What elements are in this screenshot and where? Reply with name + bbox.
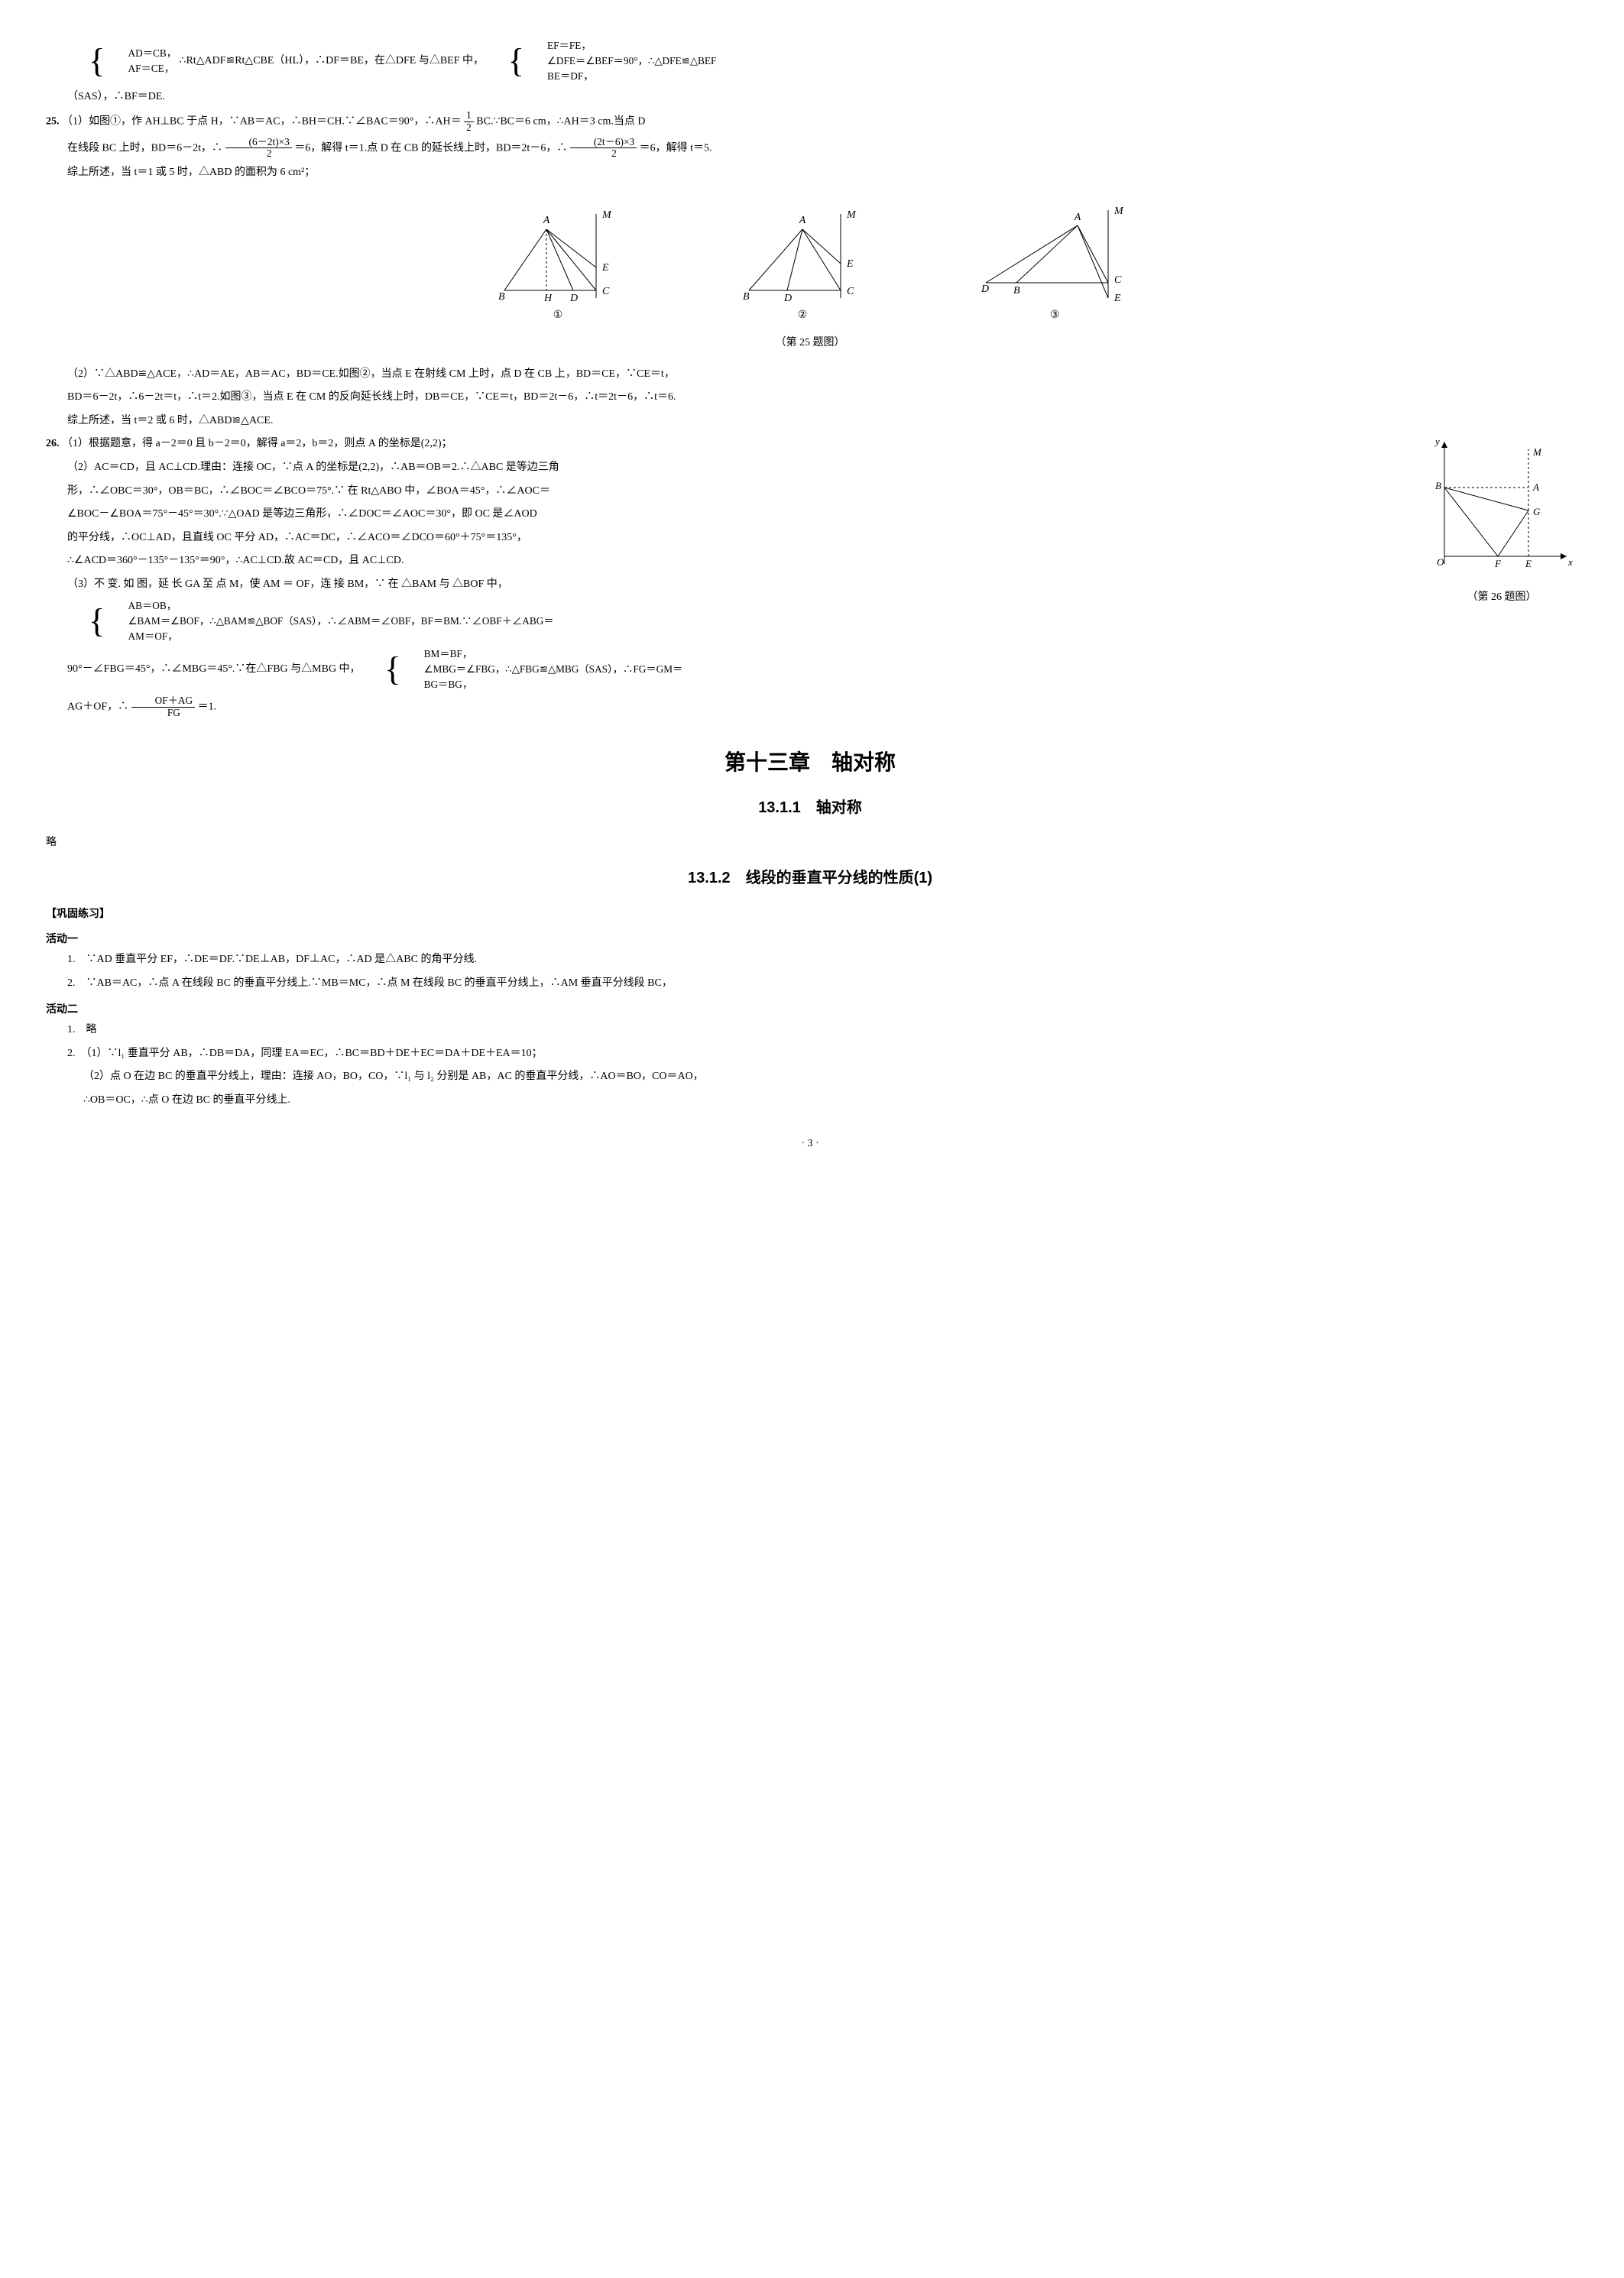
brace1-row2: AF＝CE， bbox=[107, 61, 177, 76]
p25-t1: （1）如图①，作 AH⊥BC 于点 H，∵AB＝AC，∴BH＝CH.∵∠BAC＝… bbox=[62, 116, 462, 128]
svg-text:E: E bbox=[846, 258, 854, 270]
activity-2-heading: 活动二 bbox=[46, 999, 1574, 1019]
svg-text:E: E bbox=[1525, 558, 1532, 569]
p26-l4: ∠BOC－∠BOA＝75°－45°＝30°.∵△OAD 是等边三角形，∴∠DOC… bbox=[46, 504, 1574, 525]
act2-item2c: ∴OB＝OC，∴点 O 在边 BC 的垂直平分线上. bbox=[46, 1090, 1574, 1111]
p26-l1: 26. （1）根据题意，得 a－2＝0 且 b－2＝0，解得 a＝2，b＝2，则… bbox=[46, 434, 1574, 455]
chapter-title: 第十三章 轴对称 bbox=[46, 742, 1574, 783]
svg-text:D: D bbox=[783, 293, 792, 304]
lue-1: 略 bbox=[46, 833, 1574, 854]
svg-text:M: M bbox=[1113, 206, 1124, 217]
figure-1: A M E C B H D ① bbox=[481, 199, 634, 326]
p25-2a: （2）∵△ABD≌△ACE，∴AD＝AE，AB＝AC，BD＝CE.如图②，当点 … bbox=[46, 365, 1574, 385]
p24-mid: ∴Rt△ADF≌Rt△CBE（HL），∴DF＝BE，在△DFE 与△BEF 中， bbox=[180, 55, 484, 66]
svg-text:B: B bbox=[743, 291, 750, 303]
section-13-1-2: 13.1.2 线段的垂直平分线的性质(1) bbox=[46, 864, 1574, 893]
svg-text:A: A bbox=[799, 215, 806, 226]
p26-figure: O x y B A M G F E （第 26 题图） bbox=[1429, 434, 1574, 608]
b3r1: AB＝OB， bbox=[107, 598, 554, 614]
figure-2: A M E C B D ② bbox=[726, 199, 879, 326]
frac-4: OF＋AG FG bbox=[131, 695, 196, 718]
p25-line1: 25. （1）如图①，作 AH⊥BC 于点 H，∵AB＝AC，∴BH＝CH.∵∠… bbox=[46, 110, 1574, 133]
p24-line2: （SAS），∴BF＝DE. bbox=[46, 87, 1574, 108]
act1-item1: 1. ∵AD 垂直平分 EF，∴DE＝DF.∵DE⊥AB，DF⊥AC，∴AD 是… bbox=[46, 950, 1574, 970]
p25-t4: ＝6，解得 t＝1.点 D 在 CB 的延长线上时，BD＝2t－6，∴ bbox=[294, 142, 567, 154]
p25-num: 25. bbox=[46, 116, 60, 128]
section-13-1-1: 13.1.1 轴对称 bbox=[46, 793, 1574, 822]
p26-l3: 形，∴∠OBC＝30°，OB＝BC，∴∠BOC＝∠BCO＝75°.∵ 在 Rt△… bbox=[46, 481, 1574, 502]
brace-group-3: { AB＝OB， ∠BAM＝∠BOF，∴△BAM≌△BOF（SAS），∴∠ABM… bbox=[67, 598, 554, 644]
activity-1-heading: 活动一 bbox=[46, 928, 1574, 949]
figure-3: A M C E D B ③ bbox=[971, 199, 1139, 326]
svg-text:B: B bbox=[1013, 285, 1020, 296]
p26-l9: AG＋OF，∴ OF＋AG FG ＝1. bbox=[46, 695, 1574, 718]
svg-text:H: H bbox=[543, 293, 553, 304]
page-content: { AD＝CB， AF＝CE， ∴Rt△ADF≌Rt△CBE（HL），∴DF＝B… bbox=[46, 38, 1574, 1154]
act2-item2b: （2）点 O 在边 BC 的垂直平分线上，理由：连接 AO，BO，CO，∵l₁ … bbox=[46, 1067, 1574, 1087]
p26-brace3: { AB＝OB， ∠BAM＝∠BOF，∴△BAM≌△BOF（SAS），∴∠ABM… bbox=[46, 598, 1574, 644]
frac-half: 1 2 bbox=[464, 110, 474, 133]
gonggu-heading: 【巩固练习】 bbox=[46, 903, 1574, 924]
svg-text:E: E bbox=[1113, 293, 1121, 304]
brace-group-4: { BM＝BF， ∠MBG＝∠FBG，∴△FBG≌△MBG（SAS），∴FG＝G… bbox=[363, 646, 682, 692]
svg-text:C: C bbox=[1114, 274, 1122, 286]
p25-fig-caption: （第 25 题图） bbox=[46, 333, 1574, 354]
svg-text:C: C bbox=[847, 286, 854, 297]
p25-t5: ＝6，解得 t＝5. bbox=[640, 142, 712, 154]
p26-l8: 90°－∠FBG＝45°，∴∠MBG＝45°.∵在△FBG 与△MBG 中， {… bbox=[46, 646, 1574, 692]
frac-2: (6－2t)×3 2 bbox=[225, 137, 292, 160]
svg-text:E: E bbox=[601, 262, 609, 274]
p26-fig-caption: （第 26 题图） bbox=[1429, 588, 1574, 608]
svg-text:G: G bbox=[1533, 506, 1541, 517]
b4r1: BM＝BF， bbox=[403, 646, 683, 662]
p25-2b: BD＝6－2t，∴6－2t＝t，∴t＝2.如图③，当点 E 在 CM 的反向延长… bbox=[46, 387, 1574, 408]
svg-text:y: y bbox=[1434, 436, 1440, 447]
p25-figures: A M E C B H D ① A M E C B bbox=[46, 199, 1574, 326]
svg-text:B: B bbox=[498, 291, 505, 303]
b3r2: ∠BAM＝∠BOF，∴△BAM≌△BOF（SAS），∴∠ABM＝∠OBF，BF＝… bbox=[107, 614, 554, 629]
svg-text:C: C bbox=[602, 286, 610, 297]
page-number: · 3 · bbox=[46, 1134, 1574, 1155]
p25-t3: 在线段 BC 上时，BD＝6－2t，∴ bbox=[67, 142, 222, 154]
act2-item1: 1. 略 bbox=[46, 1020, 1574, 1041]
p26-l2: （2）AC＝CD，且 AC⊥CD.理由：连接 OC，∵点 A 的坐标是(2,2)… bbox=[46, 458, 1574, 478]
b3r3: AM＝OF， bbox=[107, 629, 554, 644]
svg-text:A: A bbox=[543, 215, 550, 226]
act2-item2a: 2. （1）∵l₁ 垂直平分 AB，∴DB＝DA，同理 EA＝EC，∴BC＝BD… bbox=[46, 1044, 1574, 1064]
p26-l5: 的平分线，∴OC⊥AD，且直线 OC 平分 AD，∴AC＝DC，∴∠ACO＝∠D… bbox=[46, 528, 1574, 549]
act1-item2: 2. ∵AB＝AC，∴点 A 在线段 BC 的垂直平分线上.∵MB＝MC，∴点 … bbox=[46, 974, 1574, 994]
p25-line3: 综上所述，当 t＝1 或 5 时，△ABD 的面积为 6 cm²； bbox=[46, 163, 1574, 183]
svg-text:B: B bbox=[1435, 480, 1441, 491]
svg-text:A: A bbox=[1532, 481, 1539, 493]
svg-text:x: x bbox=[1567, 556, 1573, 568]
p26-l7: （3）不 变. 如 图，延 长 GA 至 点 M，使 AM ＝ OF，连 接 B… bbox=[46, 575, 1574, 595]
svg-text:F: F bbox=[1494, 558, 1502, 569]
frac-3: (2t－6)×3 2 bbox=[570, 137, 637, 160]
svg-text:M: M bbox=[846, 209, 857, 221]
p26-num: 26. bbox=[46, 438, 60, 449]
b4r3: BG＝BG， bbox=[403, 677, 683, 692]
brace2-row1: EF＝FE， bbox=[526, 38, 716, 53]
svg-text:D: D bbox=[569, 293, 578, 304]
p25-t2: BC.∵BC＝6 cm，∴AH＝3 cm.当点 D bbox=[476, 116, 645, 128]
fig1-label: ① bbox=[481, 306, 634, 326]
fig2-label: ② bbox=[726, 306, 879, 326]
b4r2: ∠MBG＝∠FBG，∴△FBG≌△MBG（SAS），∴FG＝GM＝ bbox=[403, 662, 683, 677]
p24-line1: { AD＝CB， AF＝CE， ∴Rt△ADF≌Rt△CBE（HL），∴DF＝B… bbox=[46, 38, 1574, 84]
svg-text:D: D bbox=[981, 284, 989, 295]
brace-group-2: { EF＝FE， ∠DFE＝∠BEF＝90°，∴△DFE≌△BEF BE＝DF， bbox=[487, 38, 717, 84]
p25-line2: 在线段 BC 上时，BD＝6－2t，∴ (6－2t)×3 2 ＝6，解得 t＝1… bbox=[46, 137, 1574, 160]
p26-l6: ∴∠ACD＝360°－135°－135°＝90°，∴AC⊥CD.故 AC＝CD，… bbox=[46, 551, 1574, 572]
svg-text:M: M bbox=[1532, 446, 1542, 458]
brace1-row1: AD＝CB， bbox=[107, 46, 177, 61]
brace2-row3: BE＝DF， bbox=[526, 69, 716, 84]
p25-2c: 综上所述，当 t＝2 或 6 时，△ABD≌△ACE. bbox=[46, 411, 1574, 432]
svg-text:A: A bbox=[1074, 212, 1081, 223]
p26-block: O x y B A M G F E （第 26 题图） 26. （1）根据题意，… bbox=[46, 434, 1574, 646]
svg-text:M: M bbox=[601, 209, 612, 221]
svg-text:O: O bbox=[1437, 556, 1444, 568]
brace-group-1: { AD＝CB， AF＝CE， bbox=[67, 46, 177, 76]
brace2-row2: ∠DFE＝∠BEF＝90°，∴△DFE≌△BEF bbox=[526, 53, 716, 69]
fig3-label: ③ bbox=[971, 306, 1139, 326]
